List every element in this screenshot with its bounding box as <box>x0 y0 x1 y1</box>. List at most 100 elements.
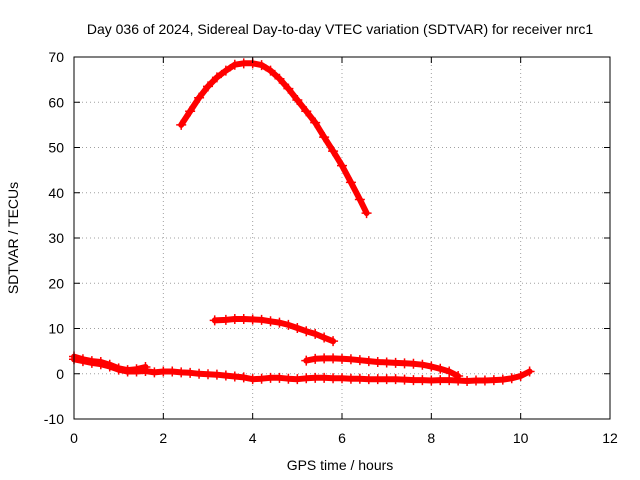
data-point <box>435 363 446 374</box>
data-point <box>319 353 330 364</box>
data-point <box>354 373 365 384</box>
data-point <box>113 363 124 374</box>
y-tick-label: 70 <box>48 49 64 65</box>
data-point <box>238 372 249 383</box>
data-point <box>408 375 419 386</box>
data-point <box>301 373 312 384</box>
data-point <box>247 374 258 385</box>
data-point <box>86 356 97 367</box>
data-point <box>283 83 294 94</box>
data-point <box>292 374 303 385</box>
data-point <box>247 314 258 325</box>
data-point <box>104 359 115 370</box>
data-point <box>229 313 240 324</box>
data-point <box>319 332 330 343</box>
data-point <box>131 364 142 375</box>
x-tick-label: 2 <box>159 430 167 446</box>
data-point <box>220 314 231 325</box>
data-point <box>185 106 196 117</box>
data-point <box>345 177 356 188</box>
data-point <box>256 373 267 384</box>
x-tick-label: 6 <box>338 430 346 446</box>
data-point <box>194 92 205 103</box>
y-tick-label: -10 <box>44 411 64 427</box>
data-point <box>417 375 428 386</box>
data-point <box>283 319 294 330</box>
data-point <box>301 326 312 337</box>
data-point <box>497 374 508 385</box>
y-tick-label: 20 <box>48 275 64 291</box>
data-point <box>310 328 321 339</box>
chart-title: Day 036 of 2024, Sidereal Day-to-day VTE… <box>87 21 593 37</box>
data-point <box>229 371 240 382</box>
data-point <box>265 65 276 76</box>
data-point <box>417 359 428 370</box>
data-point <box>310 372 321 383</box>
series-arc-mid <box>209 313 339 347</box>
data-point <box>337 160 347 171</box>
series-band <box>178 60 370 217</box>
y-tick-label: 30 <box>48 230 64 246</box>
data-point <box>506 373 517 384</box>
data-point <box>345 373 356 384</box>
data-point <box>354 194 365 205</box>
data-point <box>77 354 88 365</box>
data-point <box>211 72 222 83</box>
data-point <box>274 73 285 84</box>
series-arc-high <box>176 58 372 219</box>
data-point <box>515 371 526 382</box>
data-point <box>220 370 231 381</box>
data-point <box>122 365 133 376</box>
data-point <box>426 361 437 372</box>
data-point <box>274 372 285 383</box>
data-point <box>283 373 294 384</box>
data-point <box>462 375 473 386</box>
data-point <box>471 375 481 386</box>
data-point <box>185 367 196 378</box>
data-point <box>149 367 160 378</box>
data-point <box>292 323 303 334</box>
data-point <box>167 366 178 377</box>
data-point <box>238 58 249 69</box>
data-point <box>524 366 535 377</box>
data-point <box>194 368 205 379</box>
data-point <box>444 375 455 386</box>
data-point <box>176 367 187 378</box>
data-point <box>301 106 312 117</box>
data-point <box>328 373 339 384</box>
data-point <box>363 374 374 385</box>
data-point <box>328 336 339 347</box>
data-point <box>203 81 213 92</box>
series-arc-low-a <box>301 353 464 382</box>
data-point <box>95 356 106 367</box>
data-point <box>328 353 339 364</box>
data-point <box>399 358 410 369</box>
data-point <box>301 355 312 366</box>
data-point <box>361 208 372 219</box>
data-point <box>229 59 240 70</box>
data-point <box>408 358 419 369</box>
data-point <box>274 317 285 328</box>
data-point <box>209 315 220 326</box>
data-point <box>158 366 169 377</box>
data-point <box>479 375 490 386</box>
data-point <box>310 353 321 364</box>
x-tick-label: 10 <box>513 430 529 446</box>
data-point <box>354 355 365 366</box>
data-point <box>337 373 347 384</box>
data-point <box>363 356 374 367</box>
data-point <box>328 146 339 157</box>
data-point <box>345 354 356 365</box>
x-axis-label: GPS time / hours <box>287 457 394 473</box>
data-point <box>256 60 267 71</box>
data-point <box>381 357 392 368</box>
x-tick-label: 4 <box>249 430 257 446</box>
data-point <box>488 375 499 386</box>
data-point <box>203 369 213 380</box>
data-point <box>381 374 392 385</box>
y-tick-label: 50 <box>48 140 64 156</box>
y-tick-label: 10 <box>48 321 64 337</box>
data-point <box>426 375 437 386</box>
